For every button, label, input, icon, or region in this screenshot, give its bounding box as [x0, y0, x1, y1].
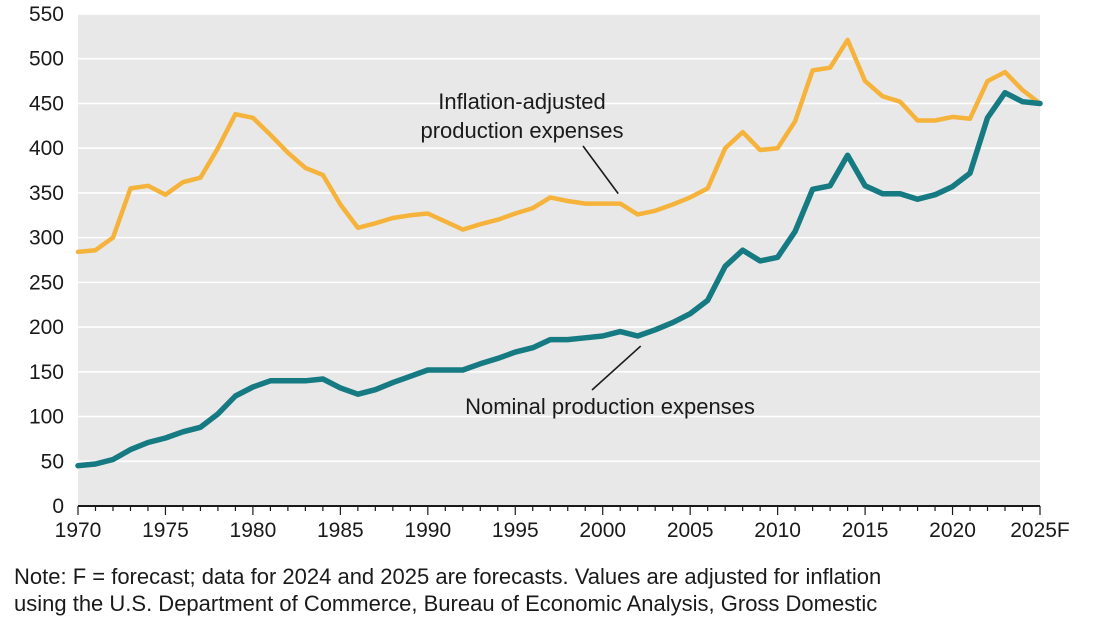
y-tick-label: 350 [29, 182, 64, 205]
x-tick-label: 2025F [1010, 519, 1070, 542]
y-tick-label: 400 [29, 137, 64, 160]
x-tick-label: 2010 [754, 519, 801, 542]
y-tick-label: 500 [29, 48, 64, 71]
x-tick-label: 1990 [404, 519, 451, 542]
plot-area [78, 14, 1040, 506]
annotation-nominal-label: Nominal production expenses [465, 394, 755, 419]
annotation-inflation-leader [582, 145, 619, 195]
line-chart: 0 50 100 150 200 250 300 350 400 450 500 550 1970 197… [29, 3, 1070, 542]
y-tick-label: 300 [29, 227, 64, 250]
annotation-inflation-line-1: Inflation-adjusted [438, 89, 606, 114]
x-tick-label: 1980 [230, 519, 277, 542]
x-tick-label: 2005 [667, 519, 714, 542]
x-tick-label: 1970 [55, 519, 102, 542]
y-tick-label: 450 [29, 92, 64, 115]
x-tick-label: 2020 [929, 519, 976, 542]
annotation-inflation-line-2: production expenses [420, 118, 623, 143]
chart-figure: 0 50 100 150 200 250 300 350 400 450 500 550 1970 197… [14, 3, 1070, 616]
y-tick-label: 50 [41, 450, 64, 473]
note-line-2: using the U.S. Department of Commerce, B… [14, 591, 878, 616]
x-tick-label: 2000 [579, 519, 626, 542]
x-tick-label: 2015 [842, 519, 889, 542]
x-tick-label: 1985 [317, 519, 364, 542]
y-tick-label: 200 [29, 316, 64, 339]
series-line-nominal [75, 89, 1043, 469]
x-tick-label: 1975 [142, 519, 189, 542]
y-tick-label: 150 [29, 361, 64, 384]
annotation-nominal-leader [591, 345, 642, 391]
y-tick-label: 250 [29, 271, 64, 294]
note-line-1: Note: F = forecast; data for 2024 and 20… [14, 564, 882, 589]
y-tick-label: 100 [29, 406, 64, 429]
chart-note: Note: F = forecast; data for 2024 and 20… [14, 563, 1089, 617]
x-tick-label: 1995 [492, 519, 539, 542]
y-tick-label: 550 [29, 3, 64, 26]
series-line-inflation-adjusted [75, 37, 1043, 255]
y-tick-label: 0 [52, 495, 64, 518]
